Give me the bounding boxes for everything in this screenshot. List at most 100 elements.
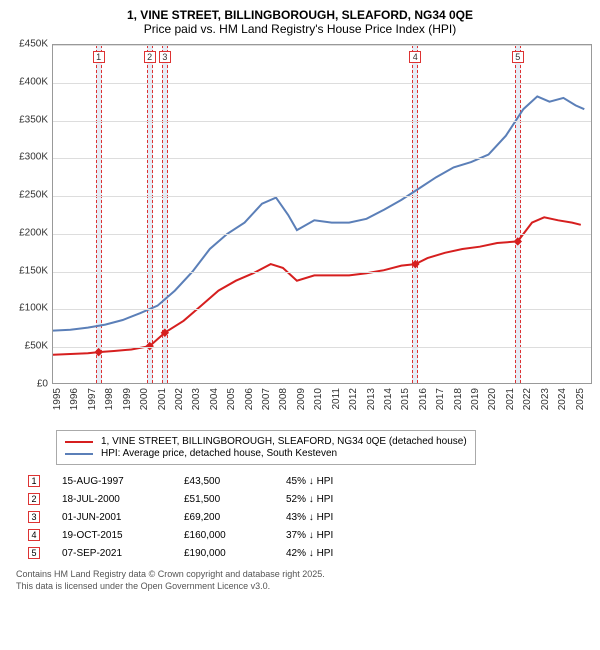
gridline <box>53 234 591 235</box>
sale-row-date: 15-AUG-1997 <box>62 476 162 487</box>
series-line <box>53 96 584 330</box>
y-tick-label: £200K <box>19 227 48 238</box>
y-tick-label: £400K <box>19 76 48 87</box>
sale-row: 2 18-JUL-2000 £51,500 52% ↓ HPI <box>28 493 584 505</box>
x-tick-label: 2006 <box>244 388 255 410</box>
x-tick-label: 2022 <box>522 388 533 410</box>
y-tick-label: £350K <box>19 114 48 125</box>
y-axis: £0£50K£100K£150K£200K£250K£300K£350K£400… <box>8 44 52 384</box>
x-axis: 1995 1996 1997 1998 1999 2000 2001 2002 2003 2004… <box>52 384 592 424</box>
plot-area: 12345 <box>52 44 592 384</box>
gridline <box>53 347 591 348</box>
sale-row-num: 3 <box>28 511 40 523</box>
sale-row-price: £51,500 <box>184 494 264 505</box>
x-tick-label: 2010 <box>313 388 324 410</box>
x-tick-label: 2017 <box>435 388 446 410</box>
x-tick-label: 2021 <box>505 388 516 410</box>
sale-marker-box: 2 <box>144 51 156 63</box>
x-tick-label: 2025 <box>575 388 586 410</box>
legend-swatch <box>65 441 93 443</box>
x-tick-label: 2007 <box>261 388 272 410</box>
series-line <box>53 217 581 354</box>
sale-row-price: £69,200 <box>184 512 264 523</box>
x-tick-label: 2014 <box>383 388 394 410</box>
x-tick-label: 2012 <box>348 388 359 410</box>
y-tick-label: £150K <box>19 265 48 276</box>
sale-marker-box: 4 <box>409 51 421 63</box>
x-tick-label: 1998 <box>104 388 115 410</box>
footer: Contains HM Land Registry data © Crown c… <box>16 569 584 592</box>
x-tick-label: 2004 <box>209 388 220 410</box>
sale-row-date: 07-SEP-2021 <box>62 548 162 559</box>
sale-row-date: 01-JUN-2001 <box>62 512 162 523</box>
x-tick-label: 2000 <box>139 388 150 410</box>
legend-row: HPI: Average price, detached house, Sout… <box>65 448 467 459</box>
y-tick-label: £300K <box>19 152 48 163</box>
x-tick-label: 1997 <box>87 388 98 410</box>
footer-line-1: Contains HM Land Registry data © Crown c… <box>16 569 584 581</box>
sale-row-date: 19-OCT-2015 <box>62 530 162 541</box>
x-tick-label: 2013 <box>366 388 377 410</box>
chart-subtitle: Price paid vs. HM Land Registry's House … <box>8 22 592 36</box>
x-tick-label: 2015 <box>400 388 411 410</box>
chart-title: 1, VINE STREET, BILLINGBOROUGH, SLEAFORD… <box>8 8 592 22</box>
x-tick-label: 2019 <box>470 388 481 410</box>
x-tick-label: 2001 <box>157 388 168 410</box>
x-tick-label: 2011 <box>331 388 342 410</box>
x-tick-label: 2020 <box>487 388 498 410</box>
gridline <box>53 309 591 310</box>
sale-row: 3 01-JUN-2001 £69,200 43% ↓ HPI <box>28 511 584 523</box>
sale-row-price: £160,000 <box>184 530 264 541</box>
sale-row-pct: 42% ↓ HPI <box>286 548 386 559</box>
sale-marker-box: 1 <box>93 51 105 63</box>
sale-row-num: 4 <box>28 529 40 541</box>
chart-area: £0 £50K £100K £150K £200K £250K £300K £350K £400… <box>8 44 592 424</box>
sale-row: 5 07-SEP-2021 £190,000 42% ↓ HPI <box>28 547 584 559</box>
y-tick-label: £0 <box>37 379 48 390</box>
x-tick-label: 2016 <box>418 388 429 410</box>
sale-point-marker <box>94 348 102 356</box>
legend-row: 1, VINE STREET, BILLINGBOROUGH, SLEAFORD… <box>65 436 467 447</box>
x-tick-label: 2023 <box>540 388 551 410</box>
y-tick-label: £450K <box>19 39 48 50</box>
chart-container: 1, VINE STREET, BILLINGBOROUGH, SLEAFORD… <box>0 0 600 600</box>
x-tick-label: 2005 <box>226 388 237 410</box>
x-tick-label: 2002 <box>174 388 185 410</box>
sale-row-price: £43,500 <box>184 476 264 487</box>
gridline <box>53 272 591 273</box>
x-tick-label: 2009 <box>296 388 307 410</box>
x-tick-label: 2024 <box>557 388 568 410</box>
gridline <box>53 158 591 159</box>
gridline <box>53 196 591 197</box>
x-tick-label: 2018 <box>453 388 464 410</box>
sale-row-num: 1 <box>28 475 40 487</box>
legend-swatch <box>65 453 93 455</box>
x-tick-label: 2003 <box>191 388 202 410</box>
sale-row: 4 19-OCT-2015 £160,000 37% ↓ HPI <box>28 529 584 541</box>
y-tick-label: £250K <box>19 190 48 201</box>
sale-point-marker <box>411 260 419 268</box>
x-tick-label: 1995 <box>52 388 63 410</box>
y-tick-label: £50K <box>25 341 48 352</box>
footer-line-2: This data is licensed under the Open Gov… <box>16 581 584 593</box>
plot-svg <box>53 45 593 385</box>
legend-label: HPI: Average price, detached house, Sout… <box>101 448 337 459</box>
x-tick-label: 1999 <box>122 388 133 410</box>
sale-row-pct: 52% ↓ HPI <box>286 494 386 505</box>
sale-row-pct: 45% ↓ HPI <box>286 476 386 487</box>
legend-label: 1, VINE STREET, BILLINGBOROUGH, SLEAFORD… <box>101 436 467 447</box>
gridline <box>53 121 591 122</box>
y-tick-label: £100K <box>19 303 48 314</box>
sale-row-pct: 43% ↓ HPI <box>286 512 386 523</box>
sale-marker-box: 5 <box>512 51 524 63</box>
gridline <box>53 83 591 84</box>
gridline <box>53 45 591 46</box>
x-tick-label: 1996 <box>69 388 80 410</box>
sale-row-pct: 37% ↓ HPI <box>286 530 386 541</box>
sales-table: 1 15-AUG-1997 £43,500 45% ↓ HPI 2 18-JUL-2000… <box>28 475 584 559</box>
sale-row-price: £190,000 <box>184 548 264 559</box>
sale-row-num: 2 <box>28 493 40 505</box>
legend: 1, VINE STREET, BILLINGBOROUGH, SLEAFORD… <box>56 430 476 465</box>
sale-row-date: 18-JUL-2000 <box>62 494 162 505</box>
sale-row-num: 5 <box>28 547 40 559</box>
